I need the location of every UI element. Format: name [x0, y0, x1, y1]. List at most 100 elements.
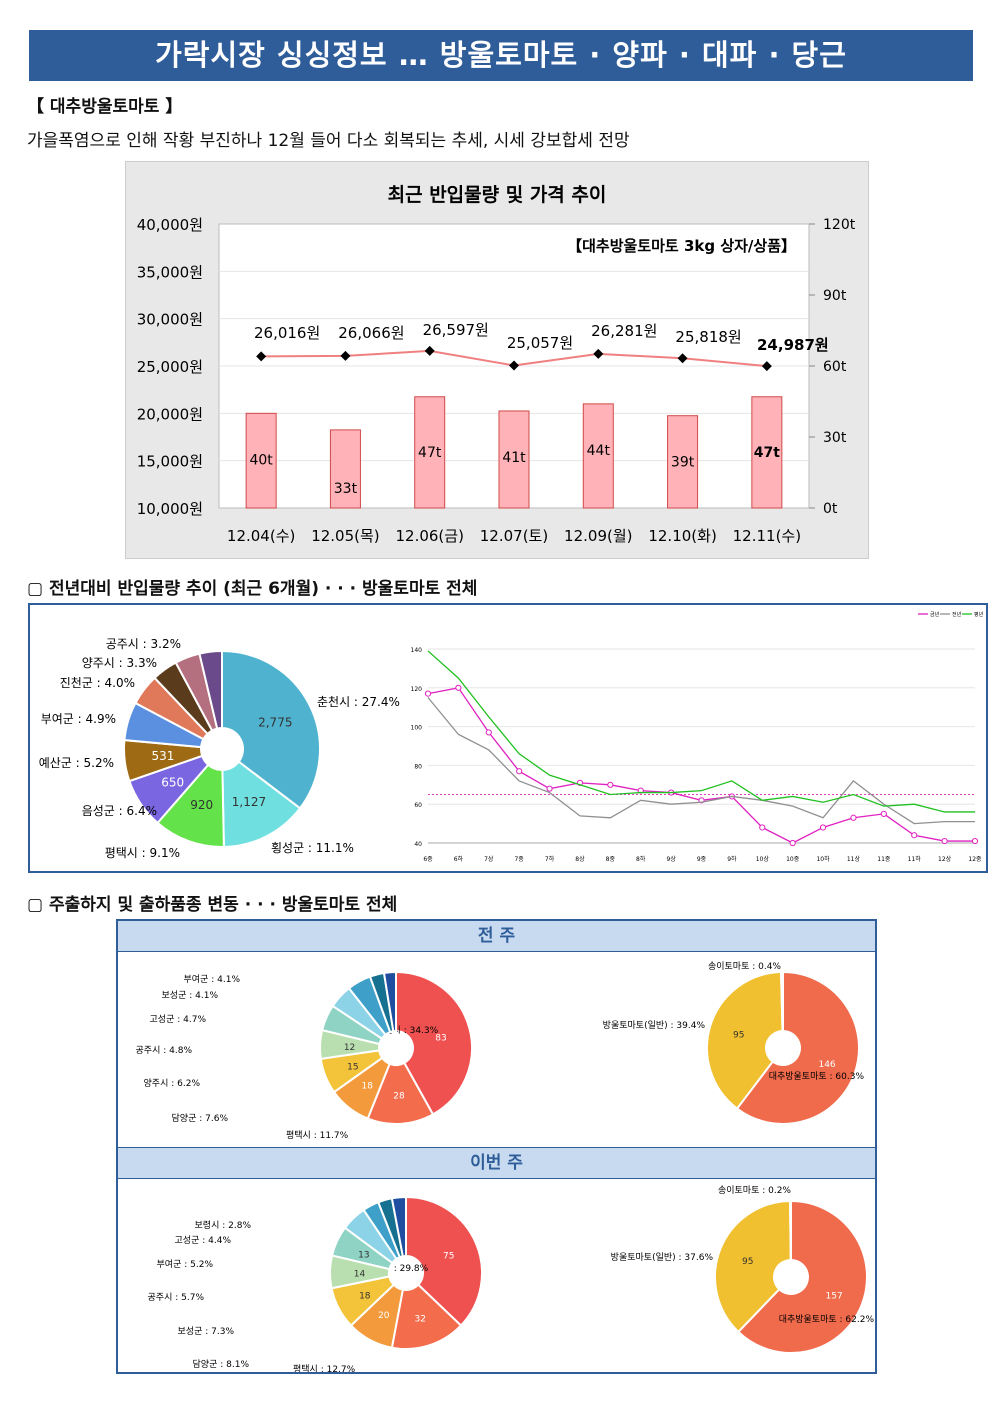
slice-label: 방울토마토(일반) : 37.6% [611, 1252, 714, 1263]
slice-value: 14 [354, 1269, 366, 1279]
y-left-tick: 10,000원 [137, 500, 203, 518]
slice-label: 대추방울토마토 : 60.3% [769, 1071, 865, 1082]
series-point [911, 832, 918, 839]
slice-label: 춘천시 : 29.8% [366, 1263, 429, 1274]
slice-value: 12 [344, 1043, 355, 1053]
x-tick-label: 11중 [877, 856, 891, 863]
y-tick-label: 120 [411, 686, 423, 693]
slice-value: 146 [818, 1060, 835, 1070]
page-banner: 가락시장 싱싱정보 … 방울토마토 · 양파 · 대파 · 당근 [29, 30, 973, 81]
pie-slice [735, 970, 860, 1125]
slice-label: 보성군 : 4.1% [162, 990, 219, 1001]
bar-label: 40t [249, 452, 273, 468]
x-tick-label: 6중 [423, 856, 433, 863]
x-tick-label: 11하 [908, 855, 922, 863]
y-left-tick: 20,000원 [137, 405, 203, 423]
weekly-panel: 전 주 83 춘천시 : 34.3% 28 평택시 : 11.7% 18 담양군 : 7.… [116, 919, 877, 1374]
slice-label: 평택시 : 11.7% [286, 1130, 349, 1141]
y-left-tick: 35,000원 [137, 263, 203, 281]
x-tick-label: 8하 [636, 855, 646, 863]
pie-slice [390, 1283, 463, 1350]
y-tick-label: 60 [414, 802, 422, 809]
slice-value: 650 [161, 775, 184, 789]
price-point [509, 360, 519, 371]
x-tick-label: 12중 [968, 856, 982, 863]
pie-slice [714, 1199, 792, 1334]
this-week-origin-pie: 75 춘천시 : 29.8% 32 평택시 : 12.7% 20 담양군 : 8.1% 18… [148, 1195, 483, 1372]
price-label: 25,057원 [507, 334, 573, 352]
x-tick-label: 10중 [786, 856, 800, 863]
y-left-tick: 25,000원 [137, 358, 203, 376]
bar [498, 410, 530, 509]
slice-label: 춘천시 : 27.4% [317, 694, 400, 709]
bar-label: 33t [334, 481, 358, 497]
slice-label: 평택시 : 9.1% [105, 846, 180, 860]
slice-label: 음성군 : 6.4% [82, 804, 157, 818]
bar-label: 44t [587, 443, 611, 459]
slice-label: 부여군 : 5.2% [157, 1258, 214, 1270]
pie-slice [221, 649, 321, 810]
bar [667, 415, 699, 509]
pie-slice [706, 970, 784, 1110]
pie-slice [198, 649, 223, 730]
slice-label: 공주시 : 5.7% [148, 1292, 205, 1303]
series-point [516, 768, 523, 775]
slice-label: 고성군 : 4.7% [150, 1014, 207, 1025]
slice-value: 15 [347, 1062, 358, 1072]
y-left-tick: 40,000원 [137, 216, 203, 234]
series-line [427, 697, 975, 825]
this-week-header: 이번 주 [118, 1147, 875, 1179]
yoy-panel: 2,775 춘천시 : 27.4% 1,127 횡성군 : 11.1% 920 평택시 :… [28, 603, 988, 873]
series-point [971, 837, 979, 845]
yoy-line-chart: 40 60 80 100 120 140 6중 6하 7상 7중 7하 8상 8중 8하 9상 9중 9하 10상… [411, 611, 984, 863]
slice-label: 담양군 : 8.1% [193, 1358, 250, 1370]
y-left-tick: 15,000원 [137, 453, 203, 471]
series-point [424, 690, 432, 697]
price-label: 26,016원 [254, 324, 320, 342]
x-tick-label: 9하 [727, 855, 737, 863]
slice-label: 담양군 : 7.6% [172, 1112, 229, 1124]
y-tick-label: 100 [411, 725, 423, 732]
section1-heading: 【 대추방울토마토 】 [27, 97, 183, 117]
bar [582, 403, 614, 509]
slice-label: 진천군 : 4.0% [60, 675, 135, 690]
slice-label: 평택시 : 12.7% [293, 1364, 356, 1372]
bar-label: 41t [502, 450, 526, 466]
series-point [455, 684, 462, 691]
slice-value: 28 [393, 1091, 405, 1101]
x-tick-label: 7상 [484, 855, 494, 863]
x-tick-label: 12상 [938, 855, 952, 863]
chart-annotation: 【대추방울토마토 3kg 상자/상품】 [567, 237, 796, 255]
slice-value: 83 [435, 1033, 446, 1043]
slice-value: 157 [826, 1291, 843, 1301]
series-point [941, 837, 948, 845]
bar [329, 429, 361, 509]
slice-value: 531 [151, 749, 174, 763]
chart-title: 최근 반입물량 및 가격 추이 [388, 184, 607, 206]
slice-label: 보성군 : 7.3% [178, 1326, 235, 1337]
bar-label: 47t [754, 445, 780, 461]
legend-label: 전년 [952, 611, 962, 618]
price-point [256, 351, 267, 362]
bar [245, 412, 277, 509]
price-point [593, 348, 604, 359]
y-right-tick: 30t [823, 430, 847, 446]
x-tick-label: 12.11(수) [733, 527, 801, 545]
slice-value: 20 [378, 1311, 390, 1321]
price-label: 26,597원 [423, 321, 489, 339]
x-tick-label: 12.10(화) [648, 527, 716, 545]
slice-label: 부여군 : 4.1% [184, 973, 241, 985]
slice-label: 송이토마토 : 0.4% [708, 961, 781, 972]
pie-slice [736, 1199, 868, 1354]
slice-value: 95 [733, 1031, 744, 1041]
series-point [607, 781, 614, 788]
section1-description: 가을폭염으로 인해 작황 부진하나 12월 들어 다소 회복되는 추세, 시세 … [27, 131, 630, 151]
y-left-tick: 30,000원 [137, 311, 203, 329]
y-tick-label: 80 [414, 763, 422, 770]
bar [751, 396, 783, 509]
slice-label: 양주시 : 3.3% [82, 656, 157, 670]
price-point [677, 353, 688, 364]
bar-line-chart-panel: 최근 반입물량 및 가격 추이 10,000원 15,000원 20,000원 25,0… [125, 161, 869, 559]
series-point [789, 839, 796, 847]
